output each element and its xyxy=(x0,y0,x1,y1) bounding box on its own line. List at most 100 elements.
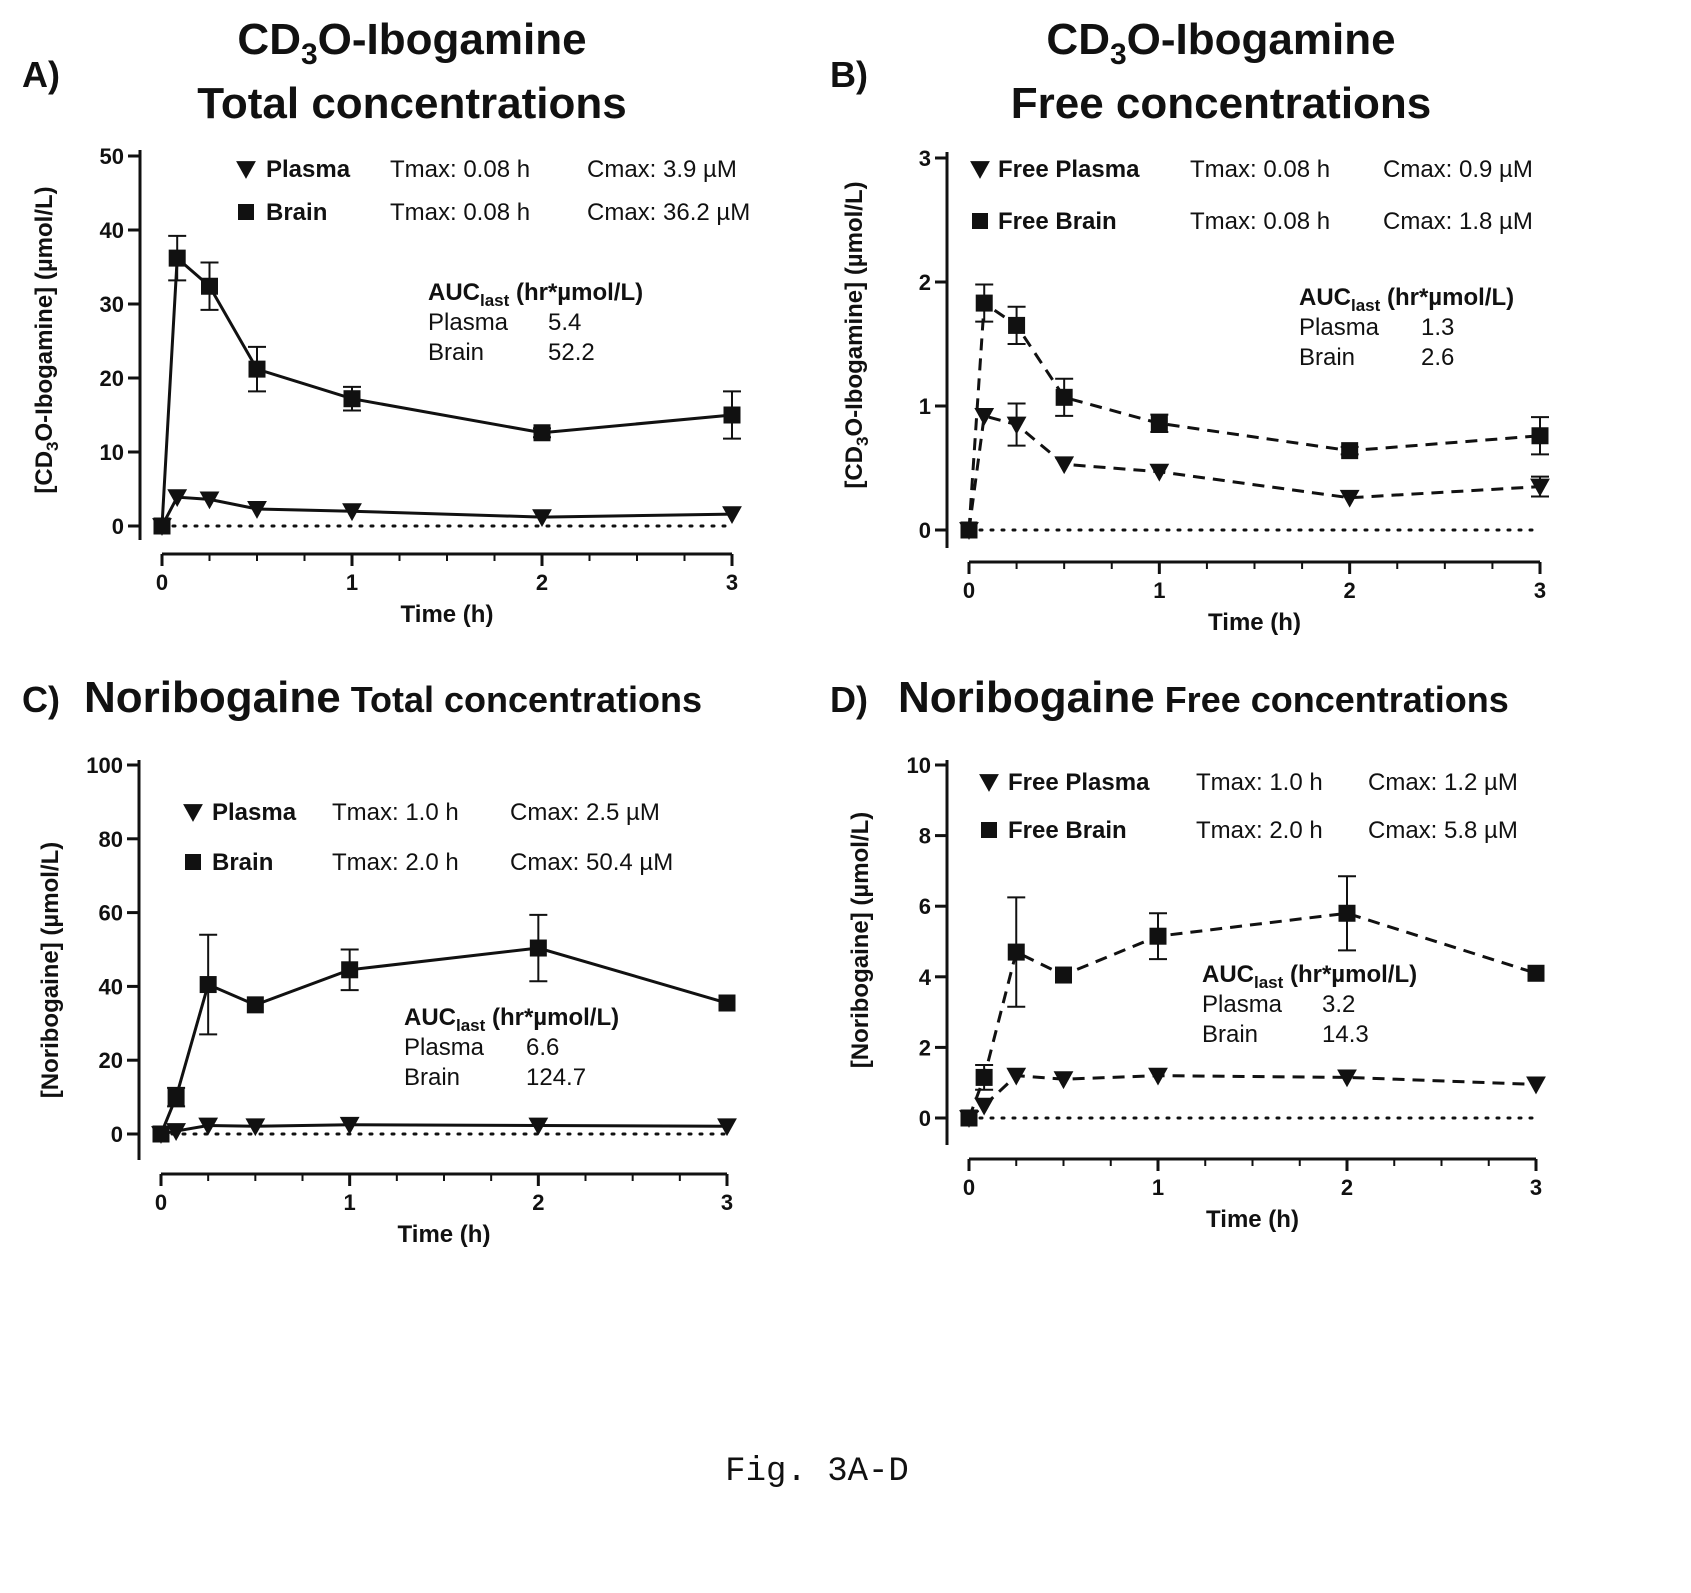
data-point xyxy=(1341,442,1359,460)
title-text: O-Ibogamine xyxy=(318,15,587,64)
auc-row-name: Plasma xyxy=(1202,991,1283,1018)
y-tick-label: 80 xyxy=(99,827,123,852)
series-line xyxy=(160,1123,728,1136)
data-point xyxy=(1008,316,1026,334)
legend-series-name: Plasma xyxy=(212,799,297,826)
y-axis-label: [Noribogaine] (µmol/L) xyxy=(37,842,64,1098)
y-tick-label: 40 xyxy=(100,218,124,243)
legend-cmax: Cmax: 5.8 µM xyxy=(1368,817,1518,844)
y-tick-label: 1 xyxy=(919,394,931,419)
data-point xyxy=(1149,927,1167,945)
ylabel-text: O-Ibogamine] (µmol/L) xyxy=(841,181,868,436)
legend-cmax: Cmax: 2.5 µM xyxy=(510,799,660,826)
data-point xyxy=(975,1068,993,1086)
data-point xyxy=(960,1109,978,1127)
data-point xyxy=(152,1125,170,1143)
auc-unit: (hr*µmol/L) xyxy=(485,1004,619,1031)
legend-cmax: Cmax: 36.2 µM xyxy=(587,199,750,226)
data-point xyxy=(533,424,551,442)
legend-tmax: Tmax: 0.08 h xyxy=(1190,208,1330,235)
ylabel-text: [CD xyxy=(31,451,58,494)
data-point xyxy=(1148,1067,1168,1086)
data-point xyxy=(1053,1071,1074,1090)
auc-row-value: 5.4 xyxy=(548,309,581,336)
data-point xyxy=(1526,1076,1546,1095)
data-point xyxy=(167,1088,185,1106)
legend: Free Plasma Tmax: 1.0 h Cmax: 1.2 µM Free B… xyxy=(979,769,1518,844)
y-tick-label: 8 xyxy=(919,824,931,849)
legend-cmax: Cmax: 3.9 µM xyxy=(587,156,737,183)
legend-tmax: Tmax: 0.08 h xyxy=(390,199,530,226)
y-tick-label: 3 xyxy=(919,146,931,171)
data-point xyxy=(1006,416,1027,435)
legend-marker xyxy=(183,804,203,822)
legend-marker xyxy=(981,822,997,838)
data-point xyxy=(960,521,978,539)
legend-series-name: Brain xyxy=(212,849,273,876)
panel-letter: B) xyxy=(830,54,868,95)
panel-letter: A) xyxy=(22,54,60,95)
series-free-plasma xyxy=(959,402,1550,540)
data-point xyxy=(717,1118,737,1137)
legend-cmax: Cmax: 50.4 µM xyxy=(510,849,673,876)
data-point xyxy=(166,1123,186,1141)
auc-heading: AUClast (hr*µmol/L) xyxy=(428,279,643,310)
x-tick-label: 0 xyxy=(963,578,975,603)
x-tick-label: 3 xyxy=(721,1190,733,1215)
legend-marker xyxy=(970,161,990,179)
data-point xyxy=(343,390,361,408)
auc-row-value: 6.6 xyxy=(526,1034,559,1061)
data-point xyxy=(153,517,171,535)
series-line xyxy=(968,1074,1537,1120)
auc-row-name: Brain xyxy=(428,339,484,366)
data-point xyxy=(722,506,742,525)
auc-subscript: last xyxy=(1351,296,1381,315)
series-plasma xyxy=(152,489,742,536)
y-tick-label: 50 xyxy=(100,144,124,169)
panel-title: Noribogaine Total concentrations xyxy=(84,673,702,722)
y-tick-label: 6 xyxy=(919,894,931,919)
x-tick-label: 1 xyxy=(1153,578,1165,603)
data-point xyxy=(168,249,186,267)
y-tick-label: 2 xyxy=(919,270,931,295)
legend-marker xyxy=(185,854,201,870)
ylabel-subscript: 3 xyxy=(43,442,62,451)
data-point xyxy=(1055,388,1073,406)
legend-series-name: Plasma xyxy=(266,156,351,183)
y-tick-label: 0 xyxy=(919,1106,931,1131)
data-point xyxy=(245,1118,266,1137)
auc-heading: AUClast (hr*µmol/L) xyxy=(1299,284,1514,315)
auc-row-name: Brain xyxy=(1202,1021,1258,1048)
data-point xyxy=(167,489,188,508)
auc-row-value: 1.3 xyxy=(1421,314,1454,341)
ylabel-subscript: 3 xyxy=(853,437,872,446)
auc-table: AUClast (hr*µmol/L)Plasma 5.4 Brain 52.2 xyxy=(428,279,643,366)
auc-subscript: last xyxy=(456,1016,486,1035)
data-point xyxy=(201,277,218,295)
auc-subscript: last xyxy=(1254,973,1284,992)
auc-label: AUC xyxy=(428,279,480,306)
data-point xyxy=(975,294,993,312)
y-tick-label: 0 xyxy=(112,514,124,539)
x-axis-label: Time (h) xyxy=(398,1221,491,1248)
data-point xyxy=(1150,414,1168,432)
data-point xyxy=(1337,1069,1357,1088)
auc-unit: (hr*µmol/L) xyxy=(509,279,643,306)
panel-d: D) Noribogaine Free concentrations0246810… xyxy=(830,673,1546,1233)
title-subscript: 3 xyxy=(1110,38,1127,71)
y-tick-label: 20 xyxy=(99,1048,123,1073)
x-tick-label: 1 xyxy=(344,1190,356,1215)
auc-row-value: 2.6 xyxy=(1421,344,1454,371)
ylabel-text: [CD xyxy=(841,446,868,489)
data-point xyxy=(248,360,266,378)
data-point xyxy=(1527,964,1545,982)
x-tick-label: 2 xyxy=(536,570,548,595)
auc-row-value: 52.2 xyxy=(548,339,595,366)
title-compound: Noribogaine xyxy=(84,673,341,722)
auc-table: AUClast (hr*µmol/L)Plasma 1.3 Brain 2.6 xyxy=(1299,284,1514,371)
data-point xyxy=(199,491,220,510)
title-compound: Noribogaine xyxy=(898,673,1155,722)
title-text: O-Ibogamine xyxy=(1127,15,1396,64)
title-text: CD xyxy=(1046,15,1110,64)
